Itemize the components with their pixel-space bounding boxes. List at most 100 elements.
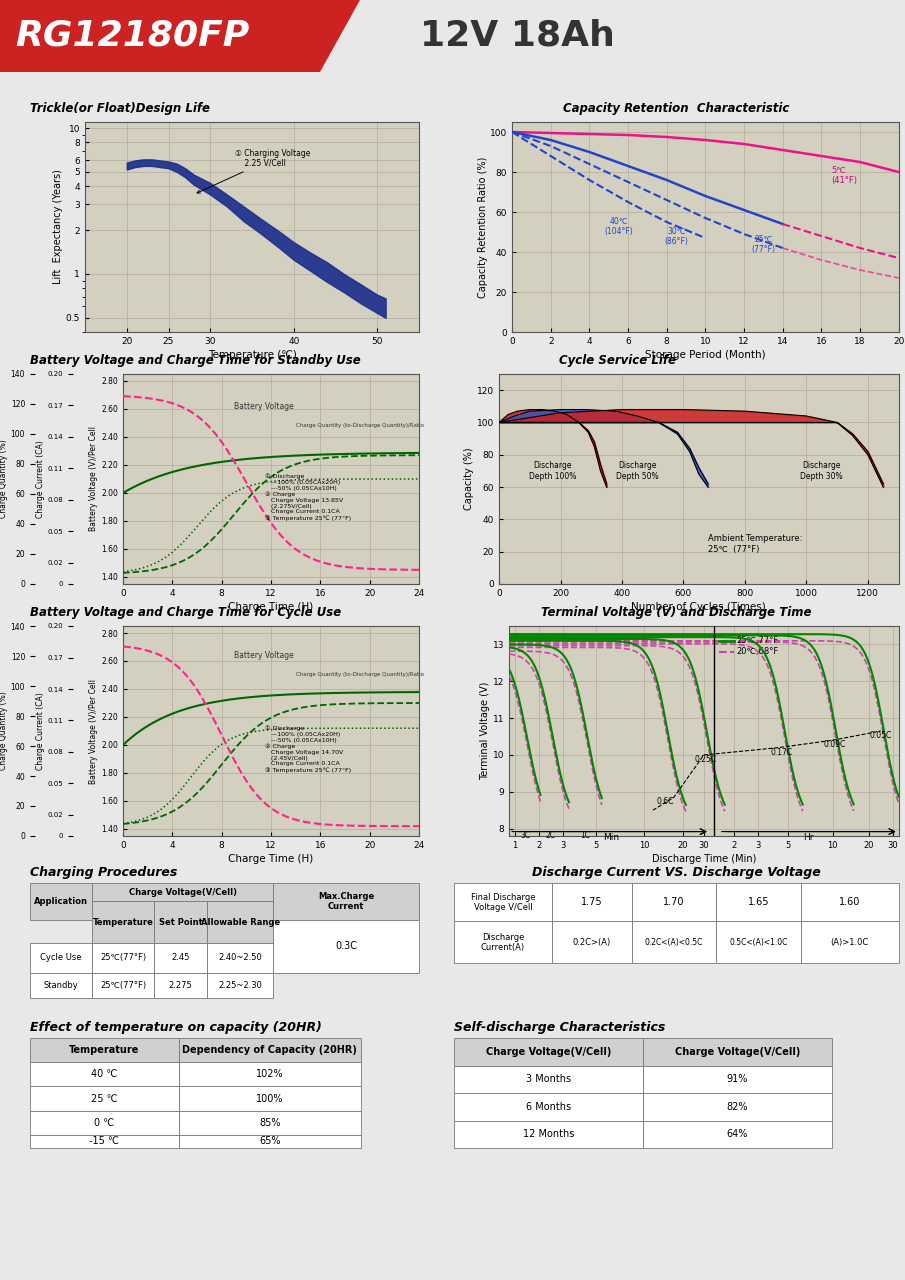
FancyBboxPatch shape: [155, 973, 207, 998]
Text: Dependency of Capacity (20HR): Dependency of Capacity (20HR): [182, 1044, 357, 1055]
Text: Set Point: Set Point: [159, 918, 203, 927]
Text: 0.17C: 0.17C: [771, 748, 793, 756]
FancyBboxPatch shape: [179, 1087, 361, 1111]
Y-axis label: Terminal Voltage (V): Terminal Voltage (V): [480, 682, 490, 781]
Text: 0 ℃: 0 ℃: [94, 1117, 115, 1128]
Text: 100%: 100%: [256, 1093, 283, 1103]
Text: 0.05C: 0.05C: [870, 731, 891, 740]
FancyBboxPatch shape: [552, 922, 632, 963]
Text: Min: Min: [603, 833, 619, 842]
Text: Temperature: Temperature: [69, 1044, 139, 1055]
Text: Effect of temperature on capacity (20HR): Effect of temperature on capacity (20HR): [30, 1020, 322, 1033]
FancyBboxPatch shape: [632, 922, 717, 963]
Text: 91%: 91%: [727, 1074, 748, 1084]
FancyBboxPatch shape: [643, 1038, 832, 1065]
FancyBboxPatch shape: [454, 922, 552, 963]
FancyBboxPatch shape: [179, 1062, 361, 1087]
Text: Discharge Current VS. Discharge Voltage: Discharge Current VS. Discharge Voltage: [532, 865, 821, 878]
Text: Discharge
Current(A): Discharge Current(A): [481, 933, 525, 952]
Text: Charge Quantity (to-Discharge Quantity)/Ratio: Charge Quantity (to-Discharge Quantity)/…: [296, 672, 424, 677]
FancyBboxPatch shape: [643, 1065, 832, 1093]
FancyBboxPatch shape: [30, 973, 92, 998]
Text: 25℃(77°F): 25℃(77°F): [100, 980, 147, 989]
Text: 2.40~2.50: 2.40~2.50: [218, 954, 262, 963]
Text: 6 Months: 6 Months: [526, 1102, 571, 1112]
X-axis label: Charge Time (H): Charge Time (H): [228, 602, 314, 612]
Text: Final Discharge
Voltage V/Cell: Final Discharge Voltage V/Cell: [471, 892, 535, 911]
Text: Application: Application: [34, 897, 88, 906]
X-axis label: Storage Period (Month): Storage Period (Month): [645, 349, 766, 360]
Text: 0.25C: 0.25C: [694, 755, 717, 764]
Text: Charge Voltage(V/Cell): Charge Voltage(V/Cell): [486, 1047, 611, 1057]
Text: Cycle Service Life: Cycle Service Life: [559, 355, 676, 367]
Text: Self-discharge Characteristics: Self-discharge Characteristics: [454, 1020, 665, 1033]
Y-axis label: Charge Quantity (%): Charge Quantity (%): [0, 691, 8, 771]
Text: Lift  Expectancy (Years): Lift Expectancy (Years): [52, 169, 62, 284]
Text: Charging Procedures: Charging Procedures: [30, 865, 177, 878]
FancyBboxPatch shape: [92, 943, 155, 973]
FancyBboxPatch shape: [92, 973, 155, 998]
FancyBboxPatch shape: [454, 1038, 643, 1065]
Text: 40 ℃: 40 ℃: [91, 1069, 118, 1079]
Text: 1.70: 1.70: [663, 897, 685, 908]
Text: 2.25~2.30: 2.25~2.30: [218, 980, 262, 989]
Text: 12 Months: 12 Months: [523, 1129, 574, 1139]
FancyBboxPatch shape: [717, 883, 801, 922]
Y-axis label: Charge Current (CA): Charge Current (CA): [35, 440, 44, 518]
Text: 0.09C: 0.09C: [823, 740, 845, 749]
Y-axis label: Charge Quantity (%): Charge Quantity (%): [0, 439, 8, 518]
Text: 12V 18Ah: 12V 18Ah: [420, 19, 614, 52]
Text: 25℃
(77°F): 25℃ (77°F): [751, 234, 776, 253]
FancyBboxPatch shape: [273, 920, 419, 973]
FancyBboxPatch shape: [632, 883, 717, 922]
Text: 0.3C: 0.3C: [335, 941, 357, 951]
Text: 20℃,68°F: 20℃,68°F: [737, 648, 779, 657]
Text: 2C: 2C: [546, 831, 556, 840]
Text: Battery Voltage and Charge Time for Standby Use: Battery Voltage and Charge Time for Stan…: [30, 355, 361, 367]
Y-axis label: Battery Voltage (V)/Per Cell: Battery Voltage (V)/Per Cell: [90, 426, 99, 531]
Y-axis label: Capacity (%): Capacity (%): [464, 448, 474, 511]
FancyBboxPatch shape: [454, 1120, 643, 1148]
X-axis label: Discharge Time (Min): Discharge Time (Min): [652, 854, 756, 864]
FancyBboxPatch shape: [30, 1135, 179, 1148]
Text: Capacity Retention Ratio (%): Capacity Retention Ratio (%): [478, 156, 488, 298]
FancyBboxPatch shape: [179, 1111, 361, 1135]
FancyBboxPatch shape: [179, 1038, 361, 1062]
Text: 102%: 102%: [256, 1069, 283, 1079]
FancyBboxPatch shape: [207, 901, 273, 943]
Text: Charge Quantity (to-Discharge Quantity)/Ratio: Charge Quantity (to-Discharge Quantity)/…: [296, 424, 424, 429]
FancyBboxPatch shape: [179, 1135, 361, 1148]
X-axis label: Number of Cycles (Times): Number of Cycles (Times): [632, 602, 767, 612]
Text: RG12180FP: RG12180FP: [15, 19, 249, 52]
FancyBboxPatch shape: [273, 883, 419, 920]
Text: Battery Voltage and Charge Time for Cycle Use: Battery Voltage and Charge Time for Cycl…: [30, 607, 341, 620]
FancyBboxPatch shape: [92, 883, 273, 901]
Text: Hr: Hr: [804, 833, 814, 842]
Text: Standby: Standby: [43, 980, 79, 989]
Text: (A)>1.0C: (A)>1.0C: [831, 938, 869, 947]
Text: Trickle(or Float)Design Life: Trickle(or Float)Design Life: [30, 102, 210, 115]
Text: Charge Voltage(V/Cell): Charge Voltage(V/Cell): [675, 1047, 800, 1057]
Text: 0.2C<(A)<0.5C: 0.2C<(A)<0.5C: [645, 938, 703, 947]
Text: 1.75: 1.75: [581, 897, 603, 908]
Text: 1C: 1C: [580, 831, 590, 840]
Text: 85%: 85%: [259, 1117, 281, 1128]
Text: 0.5C<(A)<1.0C: 0.5C<(A)<1.0C: [729, 938, 787, 947]
Text: 64%: 64%: [727, 1129, 748, 1139]
FancyBboxPatch shape: [30, 943, 92, 973]
FancyBboxPatch shape: [207, 943, 273, 973]
FancyBboxPatch shape: [155, 901, 207, 943]
Text: Capacity Retention  Characteristic: Capacity Retention Characteristic: [563, 102, 789, 115]
FancyBboxPatch shape: [454, 1065, 643, 1093]
Text: Temperature: Temperature: [93, 918, 154, 927]
Text: -15 ℃: -15 ℃: [90, 1137, 119, 1147]
FancyBboxPatch shape: [30, 1038, 179, 1062]
Text: 25℃,77°F: 25℃,77°F: [737, 636, 779, 645]
Text: Allowable Range: Allowable Range: [201, 918, 280, 927]
FancyBboxPatch shape: [155, 943, 207, 973]
Text: 40℃
(104°F): 40℃ (104°F): [604, 216, 633, 236]
Polygon shape: [0, 0, 360, 72]
FancyBboxPatch shape: [643, 1120, 832, 1148]
Text: 0.2C>(A): 0.2C>(A): [573, 938, 611, 947]
Y-axis label: Charge Current (CA): Charge Current (CA): [35, 692, 44, 769]
